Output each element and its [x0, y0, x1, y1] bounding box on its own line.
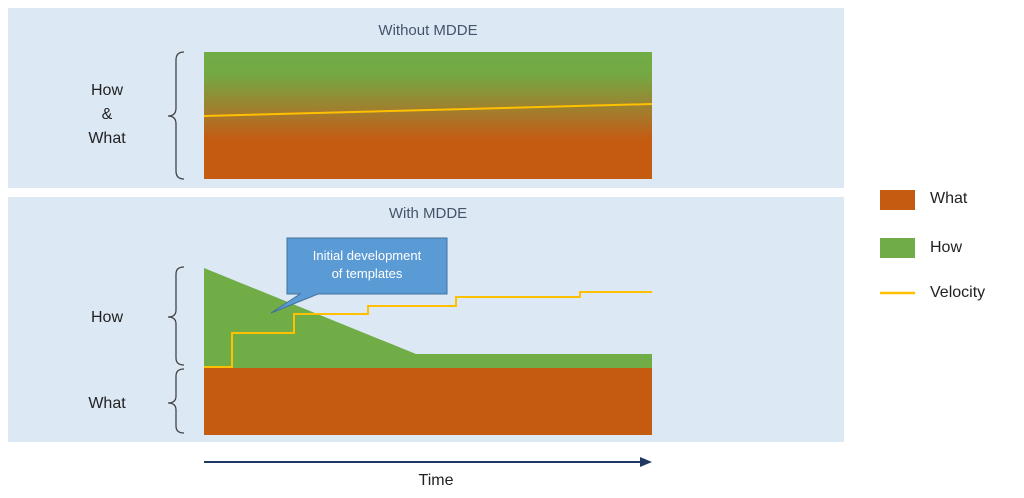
legend-what-swatch: [880, 190, 915, 210]
legend-velocity-label: Velocity: [930, 284, 986, 301]
what-label: What: [88, 395, 126, 412]
time-arrowhead: [640, 457, 652, 467]
velocity-line-without: [203, 103, 653, 117]
what-brace: [167, 368, 185, 434]
how-what-label-line-3: What: [88, 130, 126, 147]
callout-bubble: [270, 237, 448, 314]
how-what-label-line-2: &: [101, 106, 113, 123]
without-mdde-title: Without MDDE: [378, 22, 478, 39]
how-brace: [167, 266, 185, 366]
how-label: How: [90, 309, 123, 326]
how-what-label-line-1: How: [90, 82, 123, 99]
callout-text: Initial development of templates: [287, 247, 447, 283]
legend-how-swatch: [880, 238, 915, 258]
callout-line-2: of templates: [331, 266, 403, 281]
with-mdde-title: With MDDE: [388, 205, 468, 222]
how-what-label: How & What: [72, 79, 142, 151]
how-area: [204, 268, 652, 368]
legend-how-label: How: [930, 239, 963, 256]
how-what-gradient-area: [204, 52, 652, 179]
how-what-brace: [167, 51, 185, 180]
legend-what-label: What: [930, 190, 968, 207]
velocity-step-line: [204, 291, 652, 368]
what-area: [204, 366, 652, 435]
time-axis-label: Time: [418, 472, 454, 489]
callout-line-1: Initial development: [312, 248, 422, 263]
